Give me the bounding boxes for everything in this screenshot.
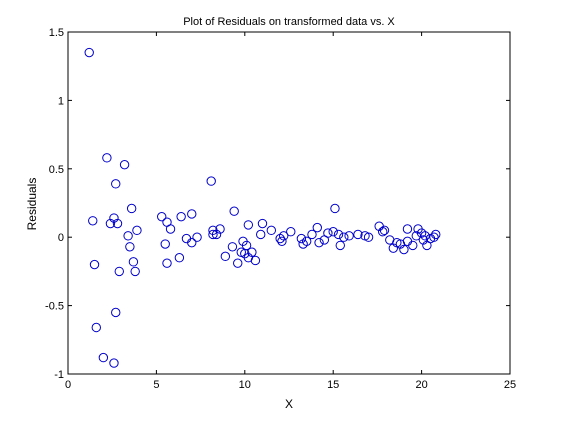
y-tick-label: -0.5 <box>45 301 64 313</box>
data-point <box>402 224 413 234</box>
data-point <box>296 233 307 244</box>
data-point <box>233 258 243 268</box>
data-point <box>187 237 197 248</box>
data-point <box>278 231 289 241</box>
data-point <box>89 259 100 270</box>
chart-title: Plot of Residuals on transformed data vs… <box>183 16 395 28</box>
data-point <box>250 255 261 266</box>
data-point <box>211 229 222 240</box>
data-point <box>215 224 225 234</box>
data-point <box>247 247 257 257</box>
data-point <box>399 244 409 255</box>
data-point <box>208 229 218 240</box>
data-point <box>187 209 197 219</box>
data-point <box>344 231 354 241</box>
data-point <box>388 243 399 253</box>
data-point <box>206 176 216 186</box>
data-point <box>220 251 231 262</box>
data-point <box>339 232 349 242</box>
data-point <box>125 242 135 252</box>
data-point <box>157 211 167 222</box>
data-point <box>98 352 109 363</box>
data-point <box>123 231 133 241</box>
plot-area-frame <box>67 31 511 375</box>
data-point <box>105 218 116 229</box>
data-point <box>266 225 277 236</box>
data-point <box>328 227 338 237</box>
data-point <box>429 232 439 242</box>
data-point <box>174 253 185 263</box>
data-point <box>132 225 142 236</box>
data-point <box>323 228 333 238</box>
data-point <box>119 159 130 170</box>
data-point <box>408 240 418 251</box>
data-point <box>176 211 186 222</box>
data-point <box>165 224 176 234</box>
data-point <box>229 206 239 216</box>
data-point <box>378 227 388 237</box>
axis-ticks: 0 5 10 15 20 25 -1 -0.5 0 0.5 1 1.5 <box>45 27 516 391</box>
y-tick-label: -1 <box>54 369 64 381</box>
y-axis-label: Residuals <box>25 178 39 231</box>
y-tick-label: 1.5 <box>49 27 64 39</box>
x-tick-label: 15 <box>327 379 339 391</box>
data-point <box>91 322 101 333</box>
data-point <box>111 179 121 189</box>
data-point <box>335 240 345 251</box>
data-point <box>307 229 317 240</box>
x-tick-label: 25 <box>504 379 516 391</box>
data-point <box>114 266 124 277</box>
x-tick-label: 10 <box>239 379 251 391</box>
data-point <box>109 358 119 368</box>
data-point <box>192 232 202 242</box>
data-point <box>418 235 429 245</box>
data-point <box>256 229 266 240</box>
data-point <box>126 203 137 214</box>
data-point <box>353 229 363 240</box>
data-point <box>162 258 172 268</box>
data-point <box>160 239 170 249</box>
data-point <box>363 232 374 242</box>
data-point <box>330 203 340 214</box>
data-point <box>227 242 238 252</box>
data-point <box>102 153 112 163</box>
data-point <box>109 213 119 223</box>
y-tick-label: 0 <box>58 232 64 244</box>
data-point <box>301 236 312 247</box>
y-tick-label: 1 <box>58 95 64 107</box>
data-point <box>128 257 139 267</box>
data-point <box>333 229 344 240</box>
data-point <box>277 236 287 247</box>
data-point <box>257 218 268 229</box>
data-point <box>379 225 390 236</box>
data-point <box>241 240 252 251</box>
data-point <box>84 47 94 58</box>
data-point <box>111 307 121 318</box>
data-point <box>88 216 98 226</box>
x-tick-label: 5 <box>153 379 159 391</box>
data-point <box>286 227 296 237</box>
x-axis-label: X <box>285 397 293 411</box>
data-point <box>314 237 324 248</box>
data-point <box>312 222 322 233</box>
data-point <box>431 229 441 240</box>
data-point <box>420 231 430 241</box>
data-point <box>243 220 254 230</box>
data-point <box>130 266 140 277</box>
y-tick-label: 0.5 <box>49 164 64 176</box>
x-tick-label: 20 <box>415 379 427 391</box>
data-points <box>84 47 441 368</box>
x-tick-label: 0 <box>65 379 71 391</box>
data-point <box>112 218 123 229</box>
